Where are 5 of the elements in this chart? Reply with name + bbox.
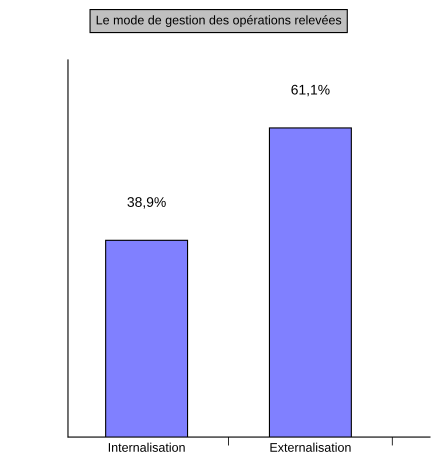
data-label: 61,1%: [291, 84, 330, 96]
x-tick-label: Externalisation: [270, 442, 351, 452]
x-tick-label: Internalisation: [108, 442, 185, 452]
chart-title: Le mode de gestion des opérations relevées: [96, 15, 342, 27]
data-label: 38,9%: [127, 197, 166, 209]
